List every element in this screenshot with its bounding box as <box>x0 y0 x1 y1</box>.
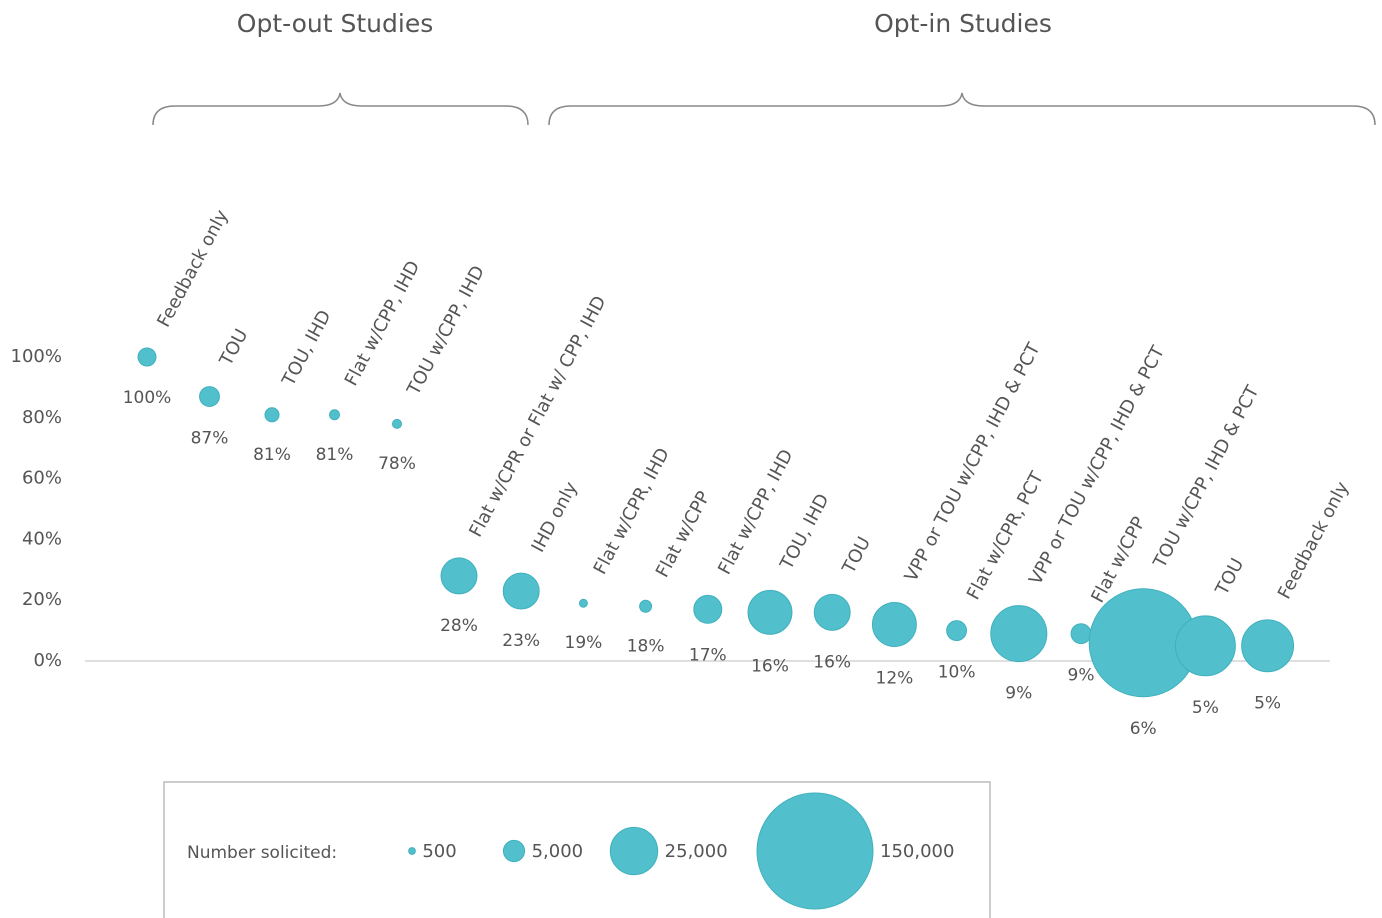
bubble <box>1174 615 1236 677</box>
legend-bubble <box>408 847 416 855</box>
category-label: Feedback only <box>1274 478 1354 603</box>
value-label: 10% <box>938 663 976 683</box>
category-label: Flat w/CPP <box>652 488 715 581</box>
bubble <box>747 589 793 635</box>
group-brace <box>548 92 1376 126</box>
legend-box <box>163 781 991 918</box>
category-label: TOU <box>838 533 875 578</box>
y-tick-label: 60% <box>22 468 62 489</box>
value-label: 9% <box>1068 666 1095 686</box>
category-label: TOU, IHD <box>278 307 336 391</box>
value-label: 19% <box>565 633 603 653</box>
value-label: 18% <box>627 636 665 656</box>
bubble <box>946 620 968 642</box>
category-label: TOU w/CPP, IHD & PCT <box>1149 381 1264 572</box>
bubble <box>502 572 540 610</box>
legend-title: Number solicited: <box>187 843 337 863</box>
category-label: IHD only <box>527 478 582 556</box>
y-tick-label: 100% <box>11 346 62 367</box>
bubble <box>578 598 588 608</box>
group-title: Opt-in Studies <box>874 9 1052 38</box>
value-label: 23% <box>502 631 540 651</box>
value-label: 5% <box>1192 698 1219 718</box>
legend-label: 150,000 <box>880 841 954 862</box>
legend-label: 5,000 <box>532 841 584 862</box>
legend-label: 500 <box>422 841 456 862</box>
value-label: 78% <box>378 454 416 474</box>
category-label: Feedback only <box>153 206 233 331</box>
legend-label: 25,000 <box>665 841 728 862</box>
category-label: Flat w/CPR or Flat w/ CPP, IHD <box>465 292 610 540</box>
bubble <box>264 407 280 423</box>
category-label: Flat w/CPP, IHD <box>341 257 425 389</box>
category-label: VPP or TOU w/CPP, IHD & PCT <box>1025 342 1169 589</box>
bubble <box>392 418 402 429</box>
value-label: 28% <box>440 616 478 636</box>
value-label: 81% <box>316 445 354 465</box>
value-label: 87% <box>191 428 229 448</box>
category-label: TOU, IHD <box>776 490 834 574</box>
value-label: 17% <box>689 645 727 665</box>
category-label: VPP or TOU w/CPP, IHD & PCT <box>901 339 1045 586</box>
bubble <box>1241 619 1295 673</box>
value-label: 6% <box>1130 719 1157 739</box>
value-label: 9% <box>1005 684 1032 704</box>
bubble <box>693 594 723 624</box>
value-label: 81% <box>253 445 291 465</box>
y-tick-label: 80% <box>22 407 62 428</box>
value-label: 100% <box>123 388 172 408</box>
group-brace <box>152 92 529 126</box>
bubble <box>990 605 1048 663</box>
bubble <box>137 347 157 367</box>
value-label: 5% <box>1254 694 1281 714</box>
bubble <box>1070 623 1092 645</box>
bubble <box>329 409 340 421</box>
legend-bubble <box>609 826 659 876</box>
value-label: 12% <box>876 668 914 688</box>
legend-bubble <box>756 792 874 910</box>
y-tick-label: 40% <box>22 528 62 549</box>
bubble <box>199 386 220 407</box>
group-title: Opt-out Studies <box>237 9 433 38</box>
value-label: 16% <box>813 652 851 672</box>
value-label: 16% <box>751 656 789 676</box>
bubble <box>639 599 653 613</box>
y-tick-label: 0% <box>33 650 62 671</box>
category-label: TOU <box>215 326 252 371</box>
bubble <box>813 593 851 631</box>
bubble <box>440 557 478 595</box>
y-tick-label: 20% <box>22 589 62 610</box>
category-label: TOU <box>1211 555 1248 600</box>
legend-bubble <box>502 839 526 863</box>
bubble <box>871 602 917 647</box>
